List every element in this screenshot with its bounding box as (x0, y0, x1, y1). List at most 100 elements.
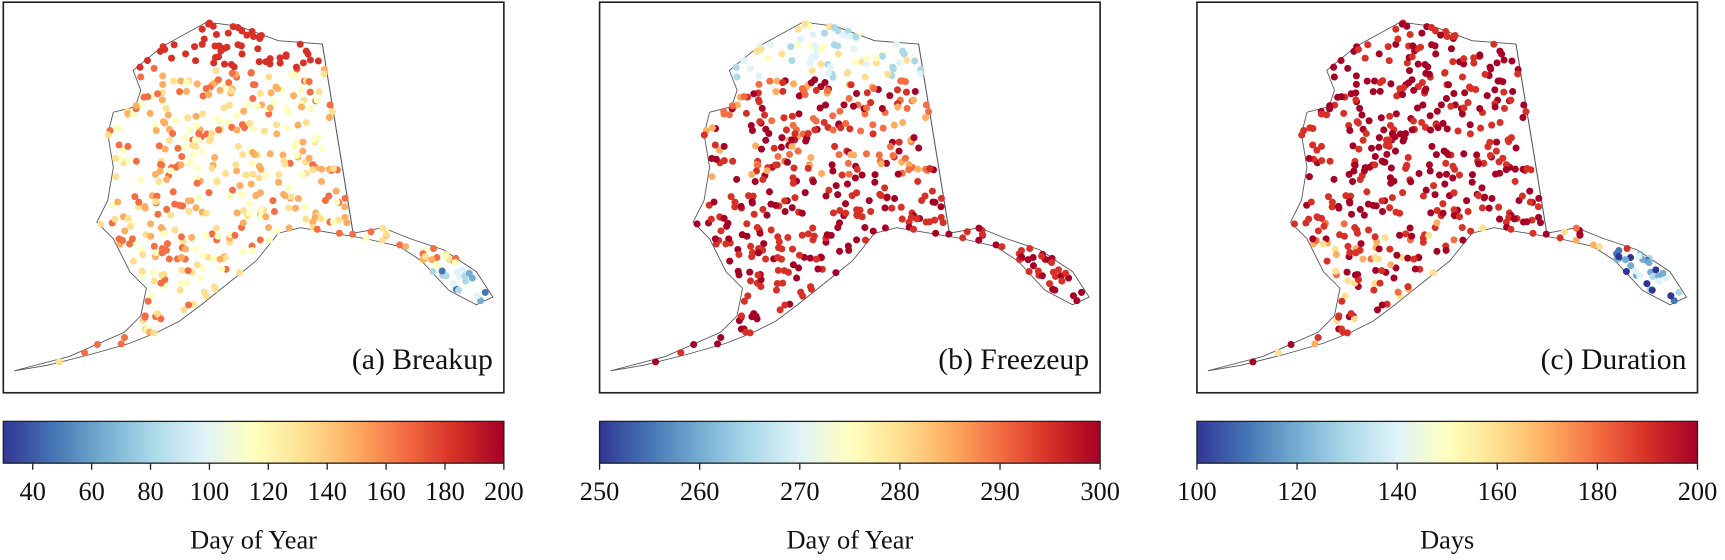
station-dot (421, 253, 429, 261)
station-dot (211, 154, 219, 162)
station-dot (830, 24, 838, 32)
station-dot (1404, 154, 1412, 162)
station-dot (922, 114, 930, 122)
station-dot (822, 101, 830, 109)
colorbar-tick-label: 250 (580, 476, 620, 506)
station-dot (807, 154, 815, 162)
station-dot (754, 271, 762, 279)
station-dot (711, 235, 719, 243)
station-dot (1491, 86, 1499, 94)
station-dot (1447, 45, 1455, 53)
station-dot (362, 234, 370, 242)
station-dot (294, 194, 302, 203)
station-dot (198, 147, 206, 155)
station-dot (909, 225, 918, 233)
station-dot (192, 204, 200, 212)
station-dot (1474, 192, 1482, 200)
station-dot (1439, 119, 1447, 127)
station-dot (1408, 232, 1416, 240)
station-dot (1512, 144, 1520, 152)
station-dot (910, 134, 918, 142)
station-dot (256, 206, 264, 214)
station-dot (1464, 207, 1472, 216)
station-dot (1378, 267, 1386, 275)
station-dot (314, 57, 322, 65)
station-dot (1511, 177, 1519, 185)
station-dot (937, 194, 945, 202)
station-dot (797, 288, 805, 296)
station-dot (1430, 182, 1438, 190)
station-dot (237, 42, 245, 50)
station-dot (861, 110, 869, 118)
station-dot (1371, 233, 1379, 241)
station-dot (801, 91, 809, 99)
station-dot (787, 43, 795, 51)
station-dot (1535, 194, 1543, 202)
station-dot (234, 142, 242, 150)
station-dot (1595, 243, 1603, 251)
station-dot (202, 209, 210, 217)
station-dot (169, 130, 177, 138)
station-dot (733, 73, 741, 81)
station-dot (764, 54, 772, 62)
station-dot (161, 45, 169, 53)
station-dot (1520, 101, 1528, 109)
station-dot (1475, 160, 1483, 168)
station-dot (225, 101, 233, 109)
panel-label: (b) Freezeup (938, 344, 1089, 376)
station-dot (1425, 161, 1433, 169)
station-dot (126, 222, 134, 230)
map-panel: (a) Breakup (2, 1, 505, 394)
station-dot (731, 198, 739, 206)
station-dot (1510, 215, 1518, 223)
station-dot (126, 240, 134, 248)
station-dot (216, 86, 224, 94)
station-dot (1345, 198, 1354, 206)
station-dot (1409, 42, 1417, 50)
station-dot (159, 72, 167, 80)
station-dot (1334, 202, 1342, 210)
station-dot (287, 193, 295, 201)
station-dot (249, 95, 257, 103)
station-dot (737, 312, 746, 320)
station-dot (177, 233, 185, 241)
colorbar (598, 420, 1101, 464)
station-dot (793, 274, 801, 282)
station-dot (402, 243, 410, 251)
station-dot (1442, 95, 1450, 103)
station-dot (1078, 288, 1086, 296)
station-dot (1556, 234, 1564, 242)
station-dot (871, 178, 879, 186)
station-dot (141, 202, 149, 210)
station-dot (780, 267, 788, 275)
station-dot (777, 143, 785, 151)
station-dot (814, 265, 822, 273)
station-dot (1491, 103, 1499, 111)
station-dot (834, 50, 842, 58)
station-dot (311, 214, 319, 222)
station-dot (862, 150, 870, 158)
station-dot (826, 63, 834, 71)
station-dot (200, 288, 208, 296)
station-dot (1046, 280, 1054, 288)
station-dot (1523, 165, 1531, 173)
station-dot (1488, 121, 1496, 129)
station-dot (1425, 231, 1433, 239)
station-dot (1360, 211, 1368, 219)
station-dot (884, 70, 892, 78)
station-dot (205, 91, 213, 99)
station-dot (975, 236, 983, 244)
station-dot (192, 57, 200, 65)
station-dot (1450, 206, 1458, 214)
station-dot (1314, 334, 1322, 342)
colorbar-tick-label: 100 (190, 476, 230, 506)
station-dot (1357, 240, 1365, 248)
station-dot (318, 165, 326, 173)
station-dot (1344, 242, 1352, 250)
station-dot (1038, 272, 1046, 280)
station-dot (194, 164, 202, 172)
station-dot (97, 220, 105, 228)
station-dot (141, 312, 149, 320)
station-dot (791, 194, 799, 202)
station-dot (816, 104, 824, 112)
